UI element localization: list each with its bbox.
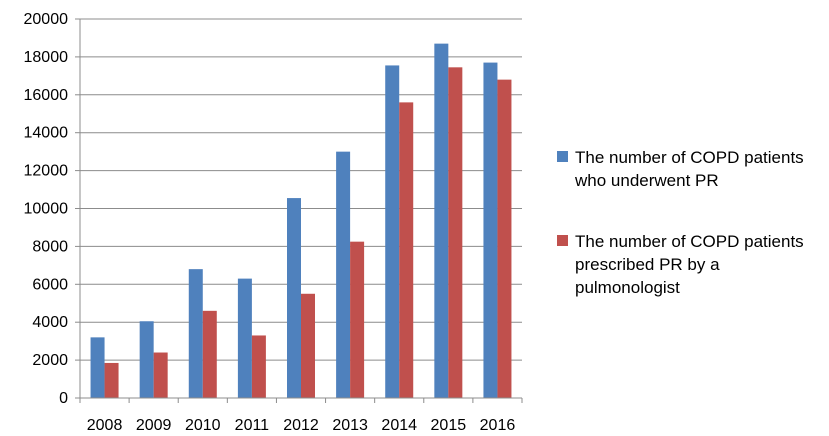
y-tick-label: 6000 (32, 276, 68, 293)
legend-label-1: who underwent PR (574, 171, 719, 190)
y-tick-label: 2000 (32, 352, 68, 369)
y-tick-label: 12000 (24, 163, 69, 180)
bar-series-1-2011 (237, 278, 252, 398)
bar-series-2-2013 (350, 241, 365, 398)
x-tick-label: 2013 (332, 417, 368, 434)
y-tick-label: 0 (59, 390, 68, 407)
legend-label-2: prescribed PR by a (575, 255, 720, 274)
bar-series-2-2011 (251, 335, 266, 398)
y-tick-label: 4000 (32, 314, 68, 331)
bar-series-1-2016 (483, 62, 498, 399)
y-tick-label: 18000 (24, 49, 69, 66)
x-axis-ticks: 2008 2009 2010 2011 2012 2013 2014 2015 2016 (79, 398, 523, 434)
bar-series-2-2008 (104, 362, 119, 398)
bar-series-1-2008 (90, 337, 105, 398)
x-tick-label: 2010 (185, 417, 221, 434)
bar-series-1-2015 (434, 43, 449, 398)
y-tick-label: 16000 (24, 87, 69, 104)
legend-label-2: pulmonologist (575, 278, 680, 297)
bar-series-1-2014 (385, 65, 400, 399)
bars (90, 43, 512, 399)
axes (79, 19, 522, 399)
x-tick-label: 2008 (87, 417, 123, 434)
bar-series-2-2016 (497, 79, 512, 398)
legend: The number of COPD patients who underwent… (557, 148, 804, 297)
bar-series-2-2014 (399, 102, 414, 398)
y-axis-ticks: 0 2000 4000 6000 8000 10000 12000 14000 16000 180… (24, 11, 80, 407)
x-tick-label: 2011 (235, 417, 270, 434)
bar-series-1-2012 (287, 198, 301, 398)
legend-swatch-1 (557, 151, 568, 162)
bar-series-1-2013 (336, 151, 351, 398)
bar-series-2-2010 (202, 310, 217, 398)
x-tick-label: 2015 (431, 417, 467, 434)
x-tick-label: 2016 (480, 417, 516, 434)
bar-series-2-2015 (448, 67, 463, 398)
bar-series-2-2009 (153, 352, 168, 398)
x-tick-label: 2009 (136, 417, 172, 434)
legend-label-1: The number of COPD patients (575, 148, 804, 167)
y-tick-label: 14000 (24, 125, 69, 142)
bar-series-2-2012 (301, 293, 315, 398)
x-tick-label: 2012 (283, 417, 319, 434)
y-tick-label: 10000 (24, 201, 69, 218)
legend-label-2: The number of COPD patients (575, 232, 804, 251)
legend-swatch-2 (557, 235, 568, 246)
bar-series-1-2009 (139, 321, 154, 398)
y-tick-label: 8000 (32, 238, 68, 255)
y-tick-label: 20000 (24, 11, 69, 28)
x-tick-label: 2014 (381, 417, 417, 434)
bar-series-1-2010 (188, 269, 203, 398)
